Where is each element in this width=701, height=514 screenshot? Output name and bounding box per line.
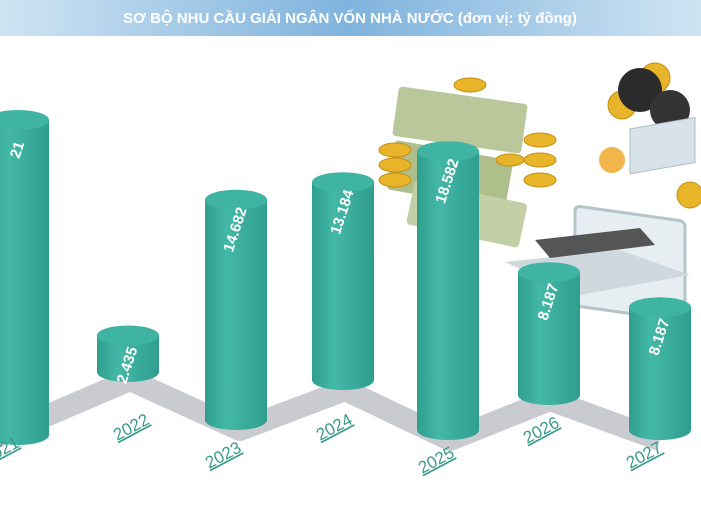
bar-top <box>629 297 691 318</box>
bar-top <box>312 172 374 193</box>
bar <box>97 335 159 382</box>
x-tick-label: 2024 <box>313 410 355 445</box>
bar <box>417 151 479 440</box>
x-tick-label: 2025 <box>415 443 457 478</box>
bar-top <box>518 262 580 283</box>
bar-top <box>0 110 49 130</box>
chart-title: SƠ BỘ NHU CẦU GIẢI NGÂN VỐN NHÀ NƯỚC (đơ… <box>123 9 577 27</box>
bar <box>629 307 691 440</box>
x-tick-label: 2023 <box>202 438 244 473</box>
value-label: 21 <box>7 139 28 160</box>
bar <box>518 272 580 405</box>
title-banner <box>0 0 701 36</box>
bar <box>205 199 267 430</box>
bar-top <box>205 189 267 210</box>
bar <box>312 182 374 390</box>
bar <box>0 120 49 445</box>
bar-top <box>97 325 159 346</box>
x-tick-label: 2022 <box>110 410 152 445</box>
bar-top <box>417 141 479 162</box>
